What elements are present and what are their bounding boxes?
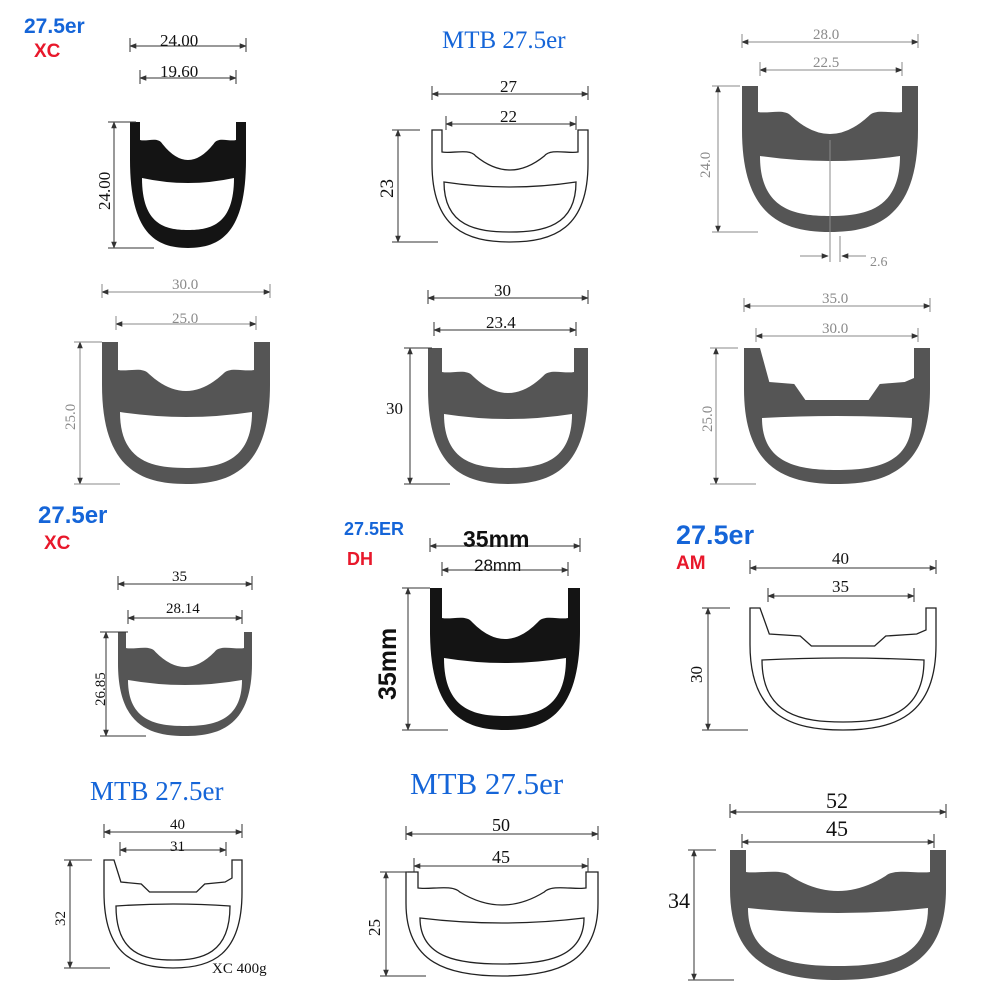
rim-6-profile [744,348,930,484]
rim-10-weight-note: XC 400g [212,961,267,977]
rim-7-height: 26.85 [93,672,109,706]
rim-8-height: 35mm [374,627,402,700]
rim-12-profile [730,850,946,980]
rim-8-title: 27.5ER [344,519,405,539]
rim-11-height: 25 [365,919,384,936]
rim-9-inner-width: 35 [832,577,849,596]
rim-5-inner-width: 23.4 [486,313,516,332]
rim-7-profile [118,632,252,736]
rim-2-title: MTB 27.5er [442,27,566,54]
rim-1-height: 24.00 [95,171,114,210]
rim-3-outer-width: 28.0 [813,27,840,43]
rim-1-tag: XC [34,41,61,62]
rim-11-outer-width: 50 [492,815,510,835]
rim-9-height: 30 [687,666,706,683]
rim-9-title: 27.5er [676,520,755,550]
rim-8-inner-width: 28mm [474,556,522,575]
rim-4-height: 25.0 [63,403,79,430]
rim-12-inner-width: 45 [826,816,848,841]
rim-3-wall-thickness: 2.6 [870,255,888,270]
rim-7-outer-width: 35 [172,569,187,585]
rim-10-title: MTB 27.5er [90,776,224,806]
rim-11-profile [405,871,599,977]
rim-8-tag: DH [347,549,373,569]
rim-7-inner-width: 28.14 [166,601,200,617]
rim-8-profile [430,588,580,730]
rim-9-tag: AM [676,553,706,574]
rim-6-outer-width: 35.0 [822,291,849,307]
rim-6-height: 25.0 [700,405,716,432]
rim-10-profile [103,859,243,969]
rim-2-inner-width: 22 [500,107,517,126]
rim-2-height: 23 [377,179,398,198]
rim-12-height: 34 [668,888,690,913]
rim-5-profile [428,348,588,484]
rim-1-inner-width: 19.60 [160,62,199,81]
rim-9-outer-width: 40 [832,549,849,568]
rim-7-tag: XC [44,533,71,554]
rim-7-title: 27.5er [38,502,108,529]
rim-5-outer-width: 30 [494,281,511,300]
rim-9-profile [749,607,937,731]
rim-1-profile [130,122,246,248]
rim-6-inner-width: 30.0 [822,321,849,337]
rim-3-height: 24.0 [698,151,714,178]
rim-11-inner-width: 45 [492,847,510,867]
rim-4-inner-width: 25.0 [172,311,199,327]
rim-3-inner-width: 22.5 [813,55,840,71]
rim-8-outer-width: 35mm [463,526,530,552]
rim-10-height: 32 [53,911,69,926]
rim-1-title: 27.5er [24,15,85,38]
rim-1-outer-width: 24.00 [160,31,199,50]
rim-12-outer-width: 52 [826,788,848,813]
rim-4-profile [102,342,270,484]
rim-2-outer-width: 27 [500,77,517,96]
rim-10-inner-width: 31 [170,839,185,855]
rim-10-outer-width: 40 [170,817,185,833]
rim-4-outer-width: 30.0 [172,277,199,293]
rim-11-title: MTB 27.5er [410,766,564,801]
rim-5-height: 30 [386,399,403,418]
rim-2-profile [431,129,589,243]
